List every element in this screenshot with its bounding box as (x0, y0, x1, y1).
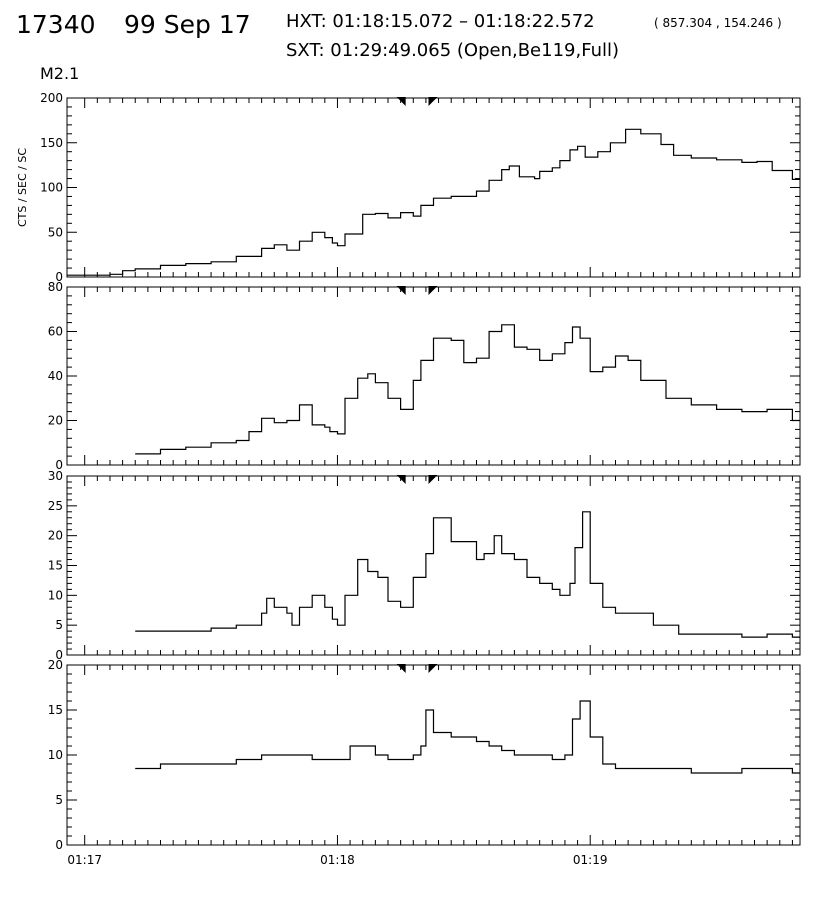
panel-4-y-tick-label: 20 (48, 658, 63, 672)
panel-4-y-tick-label: 0 (55, 838, 63, 852)
panel-1-y-axis-label: CTS / SEC / SC (16, 148, 29, 227)
panel-4-y-tick-label: 10 (48, 748, 63, 762)
panel-2-y-tick-label: 20 (48, 414, 63, 428)
hxt-marker (396, 286, 406, 295)
panel-1-y-tick-label: 0 (55, 270, 63, 284)
panel-3-series-line (135, 511, 800, 638)
x-tick-label: 01:17 (67, 853, 102, 867)
hxt-marker (428, 97, 438, 106)
hxt-marker (428, 664, 438, 673)
panel-3-y-tick-label: 30 (48, 469, 63, 483)
panel-4-frame (66, 664, 801, 846)
panel-1-y-tick-label: 200 (40, 91, 63, 105)
panel-2-y-tick-label: 40 (48, 369, 63, 383)
panel-2-series-line (135, 324, 800, 455)
goes-class: M2.1 (40, 64, 80, 83)
panel-3-y-tick-label: 5 (55, 618, 63, 632)
panel-2-y-tick-label: 80 (48, 280, 63, 294)
panel-3-y-tick-label: 10 (48, 588, 63, 602)
panel-1-y-tick-label: 100 (40, 181, 63, 195)
hxt-marker (396, 97, 406, 106)
hxt-marker (428, 475, 438, 484)
panel-2-y-tick-label: 60 (48, 325, 63, 339)
source-coordinates: ( 857.304 , 154.246 ) (654, 16, 782, 30)
panel-1-frame (66, 97, 801, 278)
sxt-image-info: SXT: 01:29:49.065 (Open,Be119,Full) (286, 40, 620, 61)
panel-4-y-tick-label: 15 (48, 703, 63, 717)
panel-1-y-tick-label: 150 (40, 136, 63, 150)
panel-3-y-tick-label: 25 (48, 499, 63, 513)
panel-4-y-tick-label: 5 (55, 793, 63, 807)
panel-1-y-tick-label: 50 (48, 225, 63, 239)
hxt-marker (428, 286, 438, 295)
panel-3-y-tick-label: 15 (48, 559, 63, 573)
x-tick-label: 01:19 (573, 853, 608, 867)
x-tick-label: 01:18 (320, 853, 355, 867)
panel-4-series-line (135, 700, 800, 774)
panel-3-y-tick-label: 0 (55, 648, 63, 662)
panel-2-y-tick-label: 0 (55, 458, 63, 472)
hxt-marker (396, 475, 406, 484)
panel-1-series-line (67, 128, 800, 276)
event-id: 17340 (16, 10, 96, 39)
hxt-marker (396, 664, 406, 673)
hxt-time-range: HXT: 01:18:15.072 – 01:18:22.572 (286, 11, 595, 32)
observation-date: 99 Sep 17 (124, 10, 251, 39)
panel-3-frame (66, 475, 801, 656)
panel-2-frame (66, 286, 801, 466)
panel-3-y-tick-label: 20 (48, 529, 63, 543)
